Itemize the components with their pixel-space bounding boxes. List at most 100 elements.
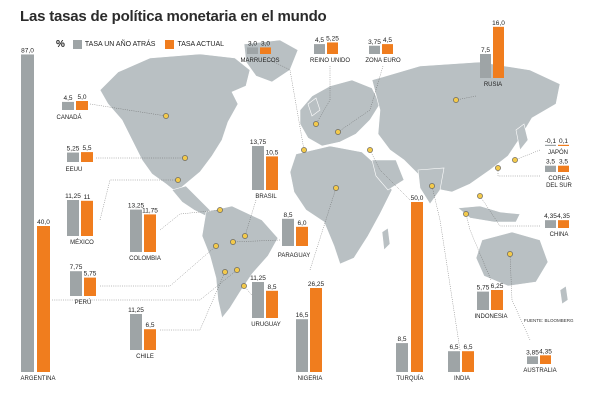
value-label-previous-rusia: 7,5 (481, 47, 490, 54)
value-label-current-uruguay: 8,5 (267, 284, 276, 291)
country-label-reino-unido: REINO UNIDO (310, 58, 350, 64)
bar-group-marruecos: 3,0 3,0 MARRUECOS (240, 40, 279, 64)
bar-current-china (558, 220, 569, 228)
country-markers (163, 97, 518, 289)
value-label-previous-zona-euro: 3,75 (368, 39, 381, 46)
bar-previous-corea-del-sur (545, 165, 556, 172)
bar-previous-zona-euro (369, 45, 380, 54)
value-label-previous-paraguay: 8,5 (283, 212, 292, 219)
africa-landmass (289, 145, 393, 265)
bar-group-indonesia: 5,75 6,25 INDONESIA (474, 283, 507, 320)
value-label-previous-india: 6,5 (449, 344, 458, 351)
leader-canada (89, 103, 167, 117)
bar-previous-colombia (130, 209, 142, 252)
country-label-peru: PERÚ (75, 299, 92, 306)
leader-argentina (52, 269, 238, 301)
leader-reino-unido (315, 66, 331, 125)
marker-indonesia (463, 211, 469, 217)
indonesia-landmass (457, 205, 521, 223)
value-label-current-zona-euro: 4,5 (383, 37, 392, 44)
marker-brasil (242, 233, 248, 239)
leader-peru (100, 245, 217, 287)
marker-uruguay (241, 283, 247, 289)
bar-previous-reino-unido (314, 44, 325, 54)
bar-previous-paraguay (282, 218, 294, 246)
value-label-current-canada: 5,0 (77, 94, 86, 101)
marker-nigeria (333, 185, 339, 191)
country-label-corea-del-sur: DEL SUR (546, 183, 572, 189)
marker-australia (507, 251, 513, 257)
bar-current-paraguay (296, 226, 308, 246)
marker-corea-del-sur (495, 165, 501, 171)
value-label-current-colombia: 11,75 (142, 207, 158, 214)
value-label-current-chile: 6,5 (145, 322, 154, 329)
country-label-mexico: MÉXICO (70, 239, 94, 246)
value-label-previous-argentina: 87,0 (21, 47, 34, 54)
bar-group-paraguay: 8,5 6,0 PARAGUAY (278, 212, 310, 259)
marker-japon (512, 157, 518, 163)
marker-turquia (367, 147, 373, 153)
continents (99, 39, 569, 319)
bar-current-uruguay (266, 290, 278, 318)
bar-previous-brasil (252, 146, 264, 190)
bar-current-marruecos (260, 47, 271, 54)
legend-unit: % (56, 38, 65, 50)
marker-china (477, 193, 483, 199)
value-label-previous-turquia: 8,5 (397, 336, 406, 343)
country-label-marruecos: MARRUECOS (240, 58, 279, 64)
value-label-previous-nigeria: 16,5 (296, 312, 309, 319)
value-label-previous-marruecos: 3,0 (248, 40, 257, 47)
asia-landmass (371, 61, 561, 193)
bar-previous-china (545, 220, 556, 228)
bar-current-mexico (81, 200, 93, 236)
country-label-japon: JAPÓN (548, 149, 568, 156)
marker-reino-unido (313, 121, 319, 127)
leader-japon (514, 149, 541, 161)
value-label-previous-china: 4,35 (544, 213, 557, 220)
marker-chile (222, 269, 228, 275)
country-label-canada: CANADÁ (56, 114, 81, 121)
bar-previous-mexico (67, 200, 79, 236)
value-label-previous-indonesia: 5,75 (477, 285, 490, 292)
south-america-landmass (201, 205, 279, 319)
legend-swatch-current (165, 39, 175, 49)
country-label-turquia: TURQUÍA (397, 375, 424, 382)
bar-group-reino-unido: 4,5 5,25 REINO UNIDO (310, 35, 350, 64)
bar-group-turquia: 8,5 50,0 TURQUÍA (396, 195, 424, 382)
north-america-landmass (99, 53, 251, 193)
new-zealand-landmass (559, 285, 569, 305)
bar-group-zona-euro: 3,75 4,5 ZONA EURO (365, 37, 401, 64)
country-label-corea-del-sur: COREA (548, 176, 569, 182)
country-label-india: INDIA (454, 376, 470, 382)
bar-previous-marruecos (247, 47, 258, 54)
marker-paraguay (230, 239, 236, 245)
value-label-current-nigeria: 26,25 (308, 281, 325, 288)
country-label-colombia: COLOMBIA (129, 256, 161, 262)
legend-label-previous: TASA UN AÑO ATRÁS (84, 40, 156, 48)
value-label-current-marruecos: 3,0 (261, 40, 270, 47)
country-label-brasil: BRASIL (255, 194, 277, 200)
bar-previous-eeuu (67, 152, 79, 162)
bar-current-australia (540, 355, 551, 364)
leader-chile (160, 271, 226, 331)
value-label-previous-uruguay: 11,25 (250, 275, 266, 282)
bar-group-argentina: 87,0 40,0 ARGENTINA (20, 47, 55, 382)
uk-landmass (307, 97, 321, 117)
bar-current-peru (84, 277, 96, 296)
bar-current-india (462, 351, 474, 372)
australia-landmass (475, 231, 549, 287)
bar-previous-chile (130, 314, 142, 350)
marker-marruecos (301, 147, 307, 153)
leader-mexico (99, 179, 178, 221)
bar-group-mexico: 11,25 11 MÉXICO (65, 193, 94, 246)
bar-group-brasil: 13,75 10,5 BRASIL (250, 139, 279, 200)
bar-group-eeuu: 5,25 5,5 EEUU (66, 145, 93, 173)
bar-group-nigeria: 16,5 26,25 NIGERIA (296, 281, 325, 382)
central-america-landmass (171, 185, 211, 217)
marker-eeuu (182, 155, 188, 161)
value-label-previous-mexico: 11,25 (65, 193, 81, 200)
leader-indonesia (465, 213, 492, 281)
leader-turquia (369, 149, 411, 201)
